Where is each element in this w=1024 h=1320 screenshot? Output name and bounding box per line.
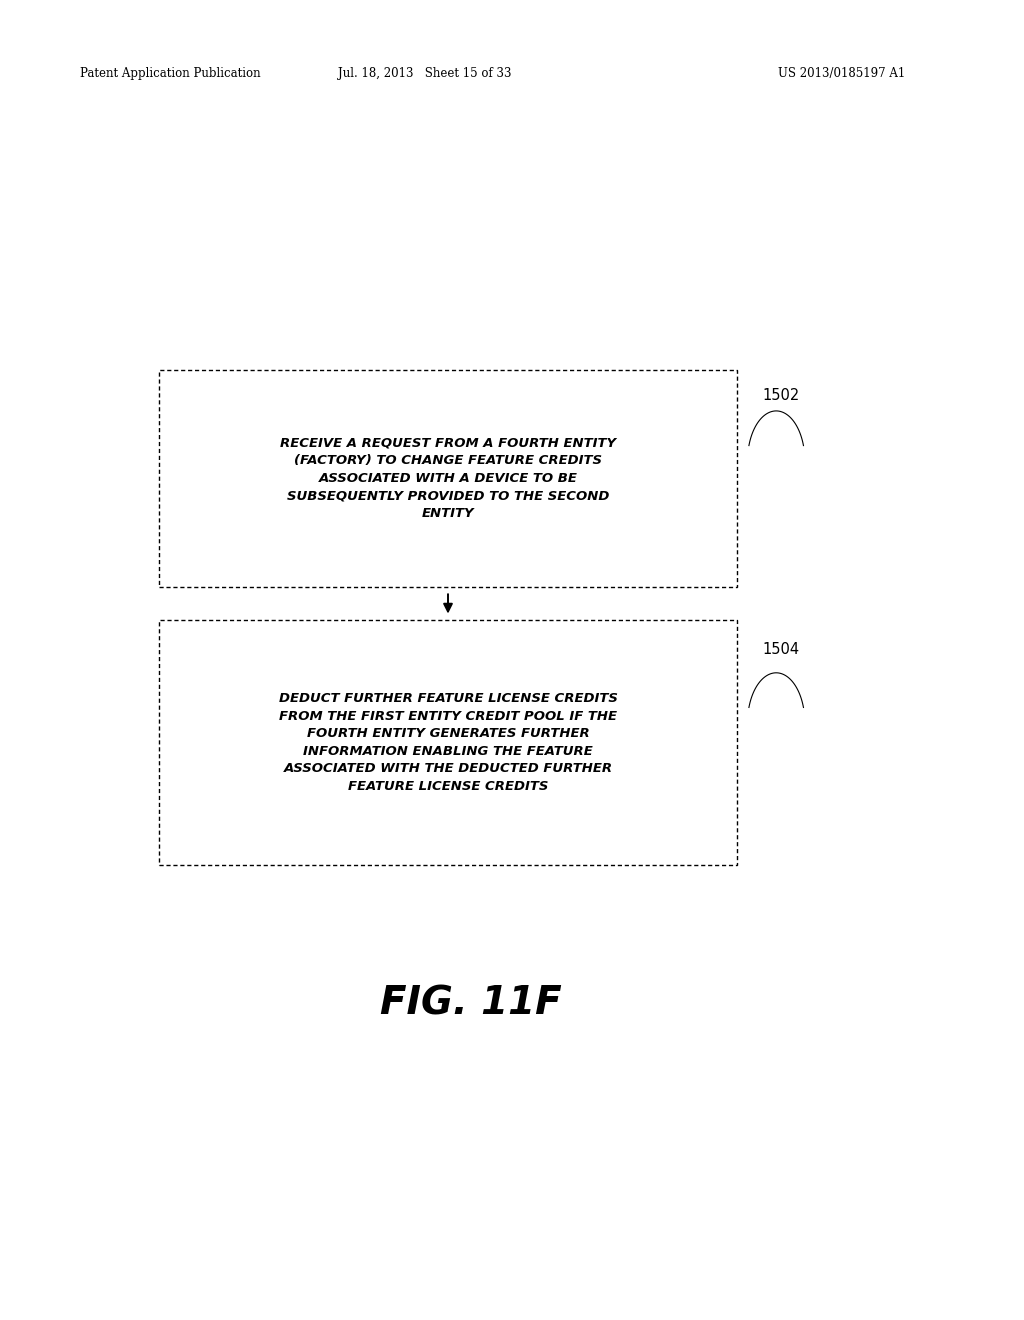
Bar — [159, 620, 737, 865]
Text: RECEIVE A REQUEST FROM A FOURTH ENTITY
(FACTORY) TO CHANGE FEATURE CREDITS
ASSOC: RECEIVE A REQUEST FROM A FOURTH ENTITY (… — [280, 437, 616, 520]
Text: Patent Application Publication: Patent Application Publication — [80, 67, 260, 81]
Text: 1502: 1502 — [763, 388, 800, 403]
Text: 1504: 1504 — [763, 643, 800, 657]
Text: US 2013/0185197 A1: US 2013/0185197 A1 — [778, 67, 905, 81]
Text: DEDUCT FURTHER FEATURE LICENSE CREDITS
FROM THE FIRST ENTITY CREDIT POOL IF THE
: DEDUCT FURTHER FEATURE LICENSE CREDITS F… — [279, 692, 617, 793]
Text: FIG. 11F: FIG. 11F — [380, 985, 562, 1022]
Bar — [159, 370, 737, 587]
Text: Jul. 18, 2013   Sheet 15 of 33: Jul. 18, 2013 Sheet 15 of 33 — [338, 67, 512, 81]
